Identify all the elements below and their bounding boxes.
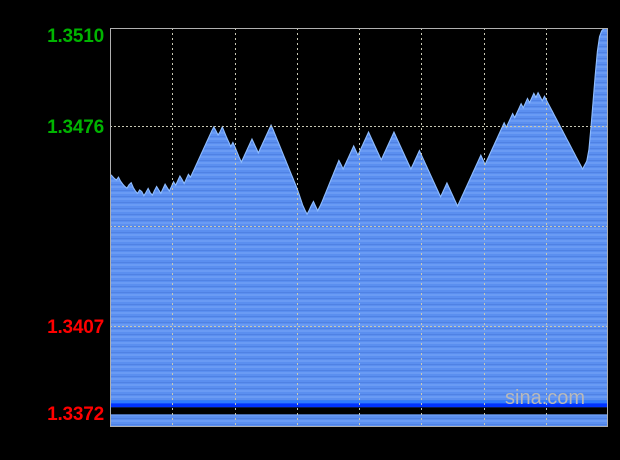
y-axis-tick-label: 1.3476	[47, 117, 104, 138]
y-axis-labels: 1.3510 1.3476 1.3407 1.3372	[0, 0, 104, 460]
y-axis-tick-label: 1.3510	[47, 26, 104, 47]
area-series-line	[110, 28, 608, 216]
sina-watermark: sina.com	[505, 387, 586, 409]
plot-border	[110, 28, 608, 427]
y-axis-tick-label: 1.3407	[47, 317, 104, 338]
vertical-gridlines	[172, 28, 547, 427]
area-series-fill	[110, 28, 608, 427]
baseline-band	[110, 400, 608, 415]
y-axis-tick-label: 1.3372	[47, 404, 104, 425]
horizontal-gridlines	[110, 126, 608, 327]
